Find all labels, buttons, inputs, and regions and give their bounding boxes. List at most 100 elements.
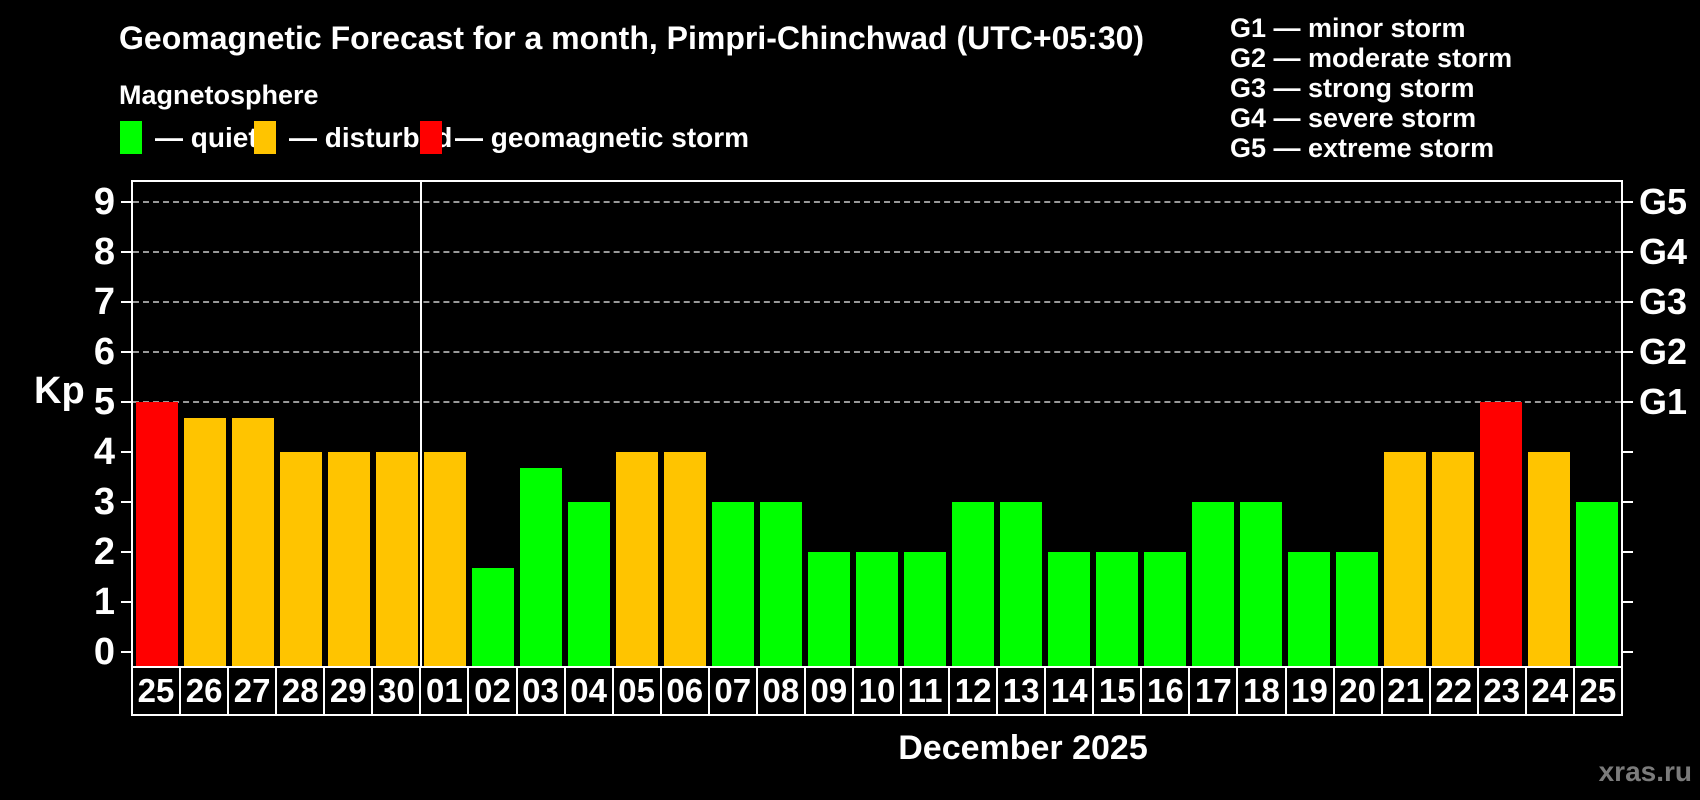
gridline-kp8 — [133, 251, 1621, 253]
day-label: 06 — [662, 668, 710, 714]
kp-bar-day-04 — [568, 502, 610, 666]
kp-bar-day-18 — [1240, 502, 1282, 666]
right-axis-tick — [1623, 451, 1633, 453]
gridline-kp6 — [133, 351, 1621, 353]
y-axis-tick-label: 4 — [93, 431, 115, 473]
day-label: 04 — [566, 668, 614, 714]
g-legend-line: G4 — severe storm — [1230, 103, 1477, 133]
legend-label: — quiet — [155, 121, 258, 153]
kp-bar-day-26 — [184, 418, 226, 666]
g-scale-label-G1: G1 — [1639, 381, 1688, 422]
kp-bar-day-06 — [664, 452, 706, 666]
kp-bar-day-17 — [1192, 502, 1234, 666]
kp-bar-day-05 — [616, 452, 658, 666]
magnetosphere-label: Magnetosphere — [119, 80, 319, 110]
kp-bar-day-23 — [1480, 402, 1522, 666]
right-axis-tick — [1623, 201, 1633, 203]
kp-bar-day-08 — [760, 502, 802, 666]
kp-bar-day-15 — [1096, 552, 1138, 666]
y-axis-tick-label: 2 — [93, 531, 115, 573]
g-legend-line: G5 — extreme storm — [1230, 133, 1495, 163]
right-axis-tick — [1623, 301, 1633, 303]
gridline-kp5 — [133, 401, 1621, 403]
right-axis-tick — [1623, 251, 1633, 253]
watermark: xras.ru — [1598, 756, 1692, 787]
right-axis-tick — [1623, 651, 1633, 653]
kp-bar-day-07 — [712, 502, 754, 666]
disturbed-swatch-icon — [254, 121, 276, 154]
day-label: 18 — [1238, 668, 1287, 714]
legend-label: — geomagnetic storm — [455, 121, 750, 153]
plot-area — [131, 180, 1623, 668]
right-axis-tick — [1623, 401, 1633, 403]
left-axis-tick — [121, 501, 131, 503]
day-label: 17 — [1190, 668, 1239, 714]
day-label: 14 — [1046, 668, 1095, 714]
storm-swatch-icon — [420, 121, 442, 154]
kp-bar-day-02 — [472, 568, 514, 666]
left-axis-tick — [121, 251, 131, 253]
day-label: 13 — [998, 668, 1047, 714]
kp-bar-day-30 — [376, 452, 418, 666]
kp-bar-day-25 — [136, 402, 178, 666]
day-label: 09 — [806, 668, 854, 714]
g-legend-line: G3 — strong storm — [1230, 73, 1475, 103]
y-axis-tick-label: 5 — [93, 381, 115, 423]
day-label: 20 — [1335, 668, 1383, 714]
day-label: 07 — [710, 668, 758, 714]
g-legend-line: G2 — moderate storm — [1230, 43, 1513, 73]
gridline-kp9 — [133, 201, 1621, 203]
y-axis-tick-label: 3 — [93, 481, 115, 523]
day-label: 02 — [469, 668, 518, 714]
legend-item-storm: — geomagnetic storm — [420, 121, 749, 154]
right-axis-tick — [1623, 351, 1633, 353]
y-axis-tick-label: 6 — [93, 331, 115, 373]
day-label: 19 — [1287, 668, 1335, 714]
right-axis-tick — [1623, 501, 1633, 503]
kp-bar-day-29 — [328, 452, 370, 666]
kp-bar-day-14 — [1048, 552, 1090, 666]
kp-bar-day-09 — [808, 552, 850, 666]
y-axis-tick-label: 0 — [93, 631, 115, 673]
g-scale-label-G5: G5 — [1639, 181, 1688, 222]
day-label: 25 — [133, 668, 182, 714]
right-axis-tick — [1623, 551, 1633, 553]
day-label: 22 — [1431, 668, 1479, 714]
x-axis-month-label: December 2025 — [898, 729, 1148, 767]
left-axis-tick — [121, 601, 131, 603]
day-label: 25 — [1579, 672, 1617, 709]
day-label: 03 — [518, 668, 566, 714]
day-label: 01 — [421, 668, 470, 714]
y-axis-title: Kp — [34, 370, 85, 412]
day-label: 23 — [1479, 668, 1527, 714]
left-axis-tick — [121, 451, 131, 453]
left-axis-tick — [121, 551, 131, 553]
day-label: 15 — [1094, 668, 1143, 714]
x-axis-day-labels: 25 26 27 28 29 30 01 02 03 04 05 06 07 08 09 10 11 12 13 14… — [131, 666, 1623, 716]
day-label: 26 — [181, 668, 230, 714]
y-axis-tick-label: 7 — [93, 281, 115, 323]
day-label: 11 — [902, 668, 951, 714]
kp-bar-day-22 — [1432, 452, 1474, 666]
g-legend-line: G1 — minor storm — [1230, 13, 1466, 43]
kp-bar-day-24 — [1528, 452, 1570, 666]
day-label: 08 — [758, 668, 806, 714]
y-axis-tick-label: 1 — [93, 581, 115, 623]
kp-bar-day-11 — [904, 552, 946, 666]
day-label: 29 — [325, 668, 374, 714]
day-label: 24 — [1527, 668, 1575, 714]
right-axis-tick — [1623, 601, 1633, 603]
day-label: 16 — [1142, 668, 1191, 714]
left-axis-tick — [121, 651, 131, 653]
kp-bar-day-13 — [1000, 502, 1042, 666]
g-scale-legend: G1 — minor storm G2 — moderate storm G3 — … — [1230, 13, 1512, 163]
day-label: 27 — [229, 668, 278, 714]
kp-bar-day-01 — [424, 452, 466, 666]
kp-bar-day-16 — [1144, 552, 1186, 666]
chart-title: Geomagnetic Forecast for a month, Pimpri… — [119, 20, 1145, 56]
day-label: 10 — [854, 668, 902, 714]
day-label: 12 — [950, 668, 999, 714]
left-axis-tick — [121, 351, 131, 353]
gridline-kp7 — [133, 301, 1621, 303]
